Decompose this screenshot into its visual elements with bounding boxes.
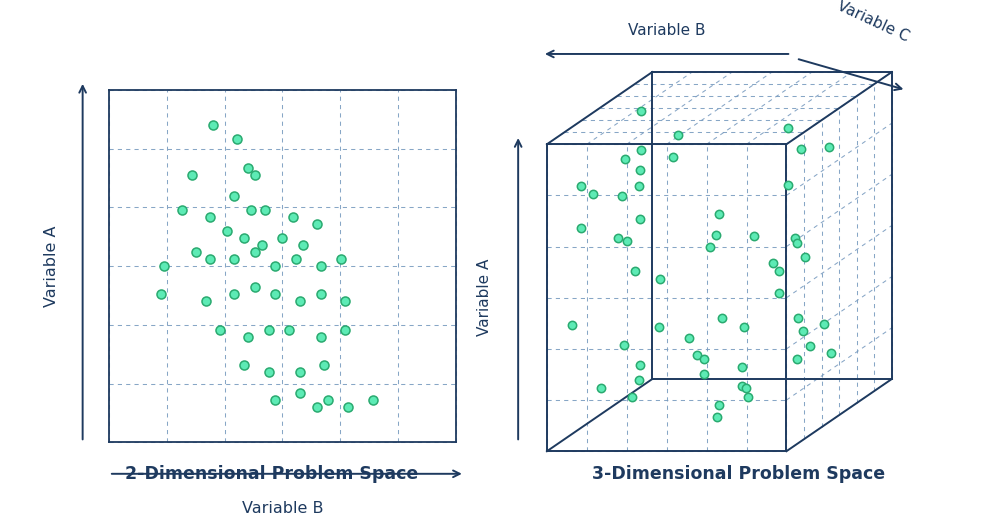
Text: Variable B: Variable B [242, 501, 323, 513]
Text: Variable C: Variable C [834, 0, 911, 45]
Text: Variable A: Variable A [477, 259, 492, 337]
Text: Variable B: Variable B [628, 23, 706, 38]
Text: 3-Dimensional Problem Space: 3-Dimensional Problem Space [592, 465, 885, 483]
Text: 2-Dimensional Problem Space: 2-Dimensional Problem Space [125, 465, 418, 483]
Text: Variable A: Variable A [44, 225, 60, 307]
